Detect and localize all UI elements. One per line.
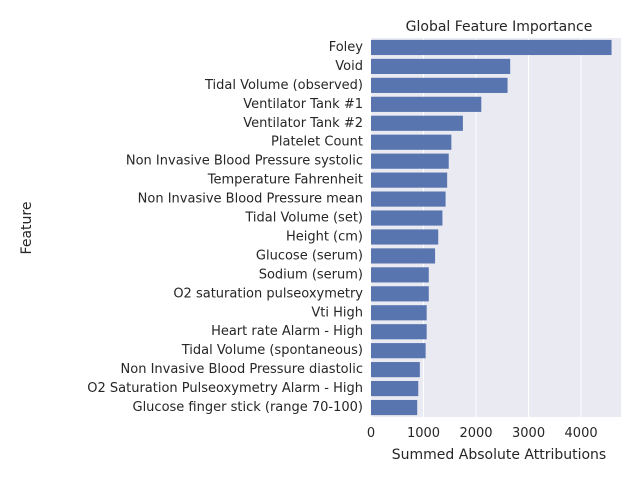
bar <box>371 399 418 416</box>
y-tick-label: O2 saturation pulseoxymetry <box>173 286 363 301</box>
y-tick-label: Sodium (serum) <box>259 267 363 282</box>
bar <box>371 58 511 75</box>
y-tick-labels: Foley Void Tidal Volume (observed) Ventilat… <box>87 40 363 415</box>
y-tick-label: Platelet Count <box>271 135 363 150</box>
bar <box>371 267 429 283</box>
bar <box>371 96 482 112</box>
y-tick-label: Non Invasive Blood Pressure mean <box>138 192 363 207</box>
x-axis-title: Summed Absolute Attributions <box>392 447 606 463</box>
x-tick-label: 2000 <box>459 426 492 441</box>
y-tick-label: Temperature Fahrenheit <box>207 173 363 188</box>
y-tick-label: Vti High <box>311 305 363 320</box>
bar <box>371 305 427 321</box>
x-tick-label: 4000 <box>565 426 598 441</box>
chart-title: Global Feature Importance <box>406 19 593 35</box>
x-tick-labels: 0 1000 2000 3000 4000 <box>367 426 598 441</box>
bar <box>371 191 446 207</box>
y-tick-label: Height (cm) <box>286 229 363 244</box>
bar <box>371 172 448 188</box>
y-tick-label: Non Invasive Blood Pressure systolic <box>126 154 363 169</box>
bar <box>371 115 463 131</box>
y-tick-label: Foley <box>329 40 364 55</box>
x-tick-label: 1000 <box>407 426 440 441</box>
y-tick-label: Ventilator Tank #1 <box>243 97 363 112</box>
bar <box>371 248 436 264</box>
y-tick-label: O2 Saturation Pulseoxymetry Alarm - High <box>87 381 363 396</box>
y-tick-label: Tidal Volume (observed) <box>204 78 363 93</box>
x-tick-label: 3000 <box>512 426 545 441</box>
y-tick-label: Tidal Volume (set) <box>244 211 363 226</box>
y-tick-label: Ventilator Tank #2 <box>243 116 363 131</box>
bar <box>371 343 426 359</box>
y-tick-label: Tidal Volume (spontaneous) <box>181 343 363 358</box>
bars <box>371 39 612 416</box>
bar <box>371 380 419 397</box>
bar <box>371 134 452 150</box>
y-tick-label: Heart rate Alarm - High <box>211 324 363 339</box>
bar <box>371 153 449 169</box>
bar <box>371 229 439 245</box>
bar <box>371 286 429 302</box>
bar <box>371 77 508 93</box>
plot-background <box>371 38 621 417</box>
y-tick-label: Non Invasive Blood Pressure diastolic <box>121 362 363 377</box>
y-axis-title: Feature <box>19 202 35 255</box>
x-tick-label: 0 <box>367 426 375 441</box>
bar <box>371 362 420 378</box>
y-tick-label: Glucose finger stick (range 70-100) <box>133 400 364 415</box>
y-tick-label: Glucose (serum) <box>256 248 363 263</box>
bar <box>371 39 612 56</box>
bar <box>371 210 443 226</box>
y-tick-label: Void <box>335 59 363 74</box>
bar <box>371 324 427 340</box>
